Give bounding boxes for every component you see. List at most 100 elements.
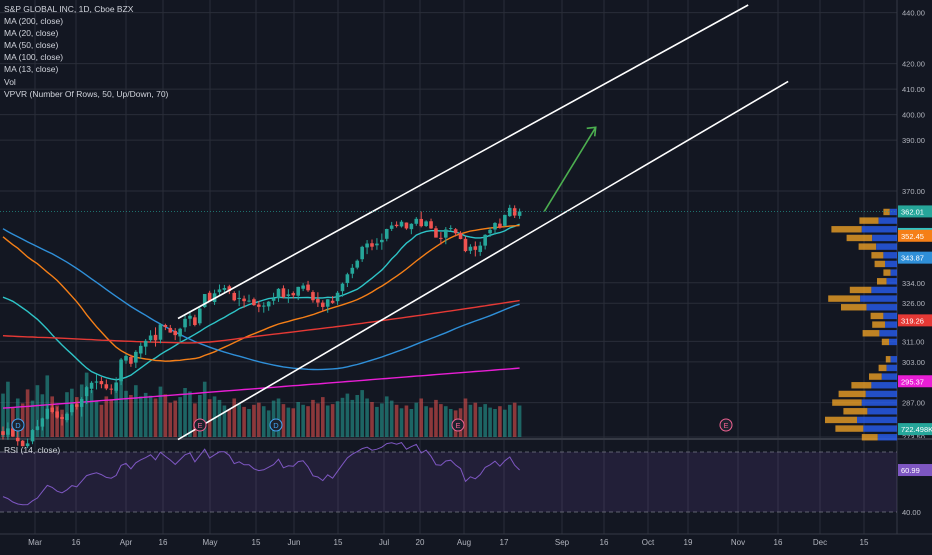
candle-body (301, 285, 305, 289)
candle-body (453, 229, 458, 234)
ma100-line (2, 299, 520, 344)
volume-bar (217, 399, 222, 437)
candle-body (503, 214, 507, 226)
candle-body (252, 299, 256, 306)
price-axis-label: 390.00 (902, 136, 925, 145)
volume-bar (276, 398, 281, 437)
volume-bar (261, 406, 266, 437)
volume-bar (188, 391, 192, 437)
date-axis-label: 16 (72, 538, 81, 547)
vpvr-bar-up (886, 364, 897, 372)
volume-bar (394, 404, 399, 437)
channel-lower-line (177, 80, 789, 441)
vpvr-bar-down (846, 234, 873, 242)
volume-bar (163, 394, 168, 437)
dividend-marker (11, 418, 25, 432)
candle-body (178, 328, 182, 337)
volume-bar (281, 404, 286, 437)
candle-body (389, 225, 394, 229)
volume-bar (168, 402, 173, 437)
symbol-title[interactable]: S&P GLOBAL INC, 1D, Cboe BZX (4, 4, 134, 14)
candle-body (448, 228, 453, 230)
volume-bar (370, 402, 374, 437)
volume-bar (15, 398, 20, 437)
price-tag-label: 319.26 (901, 316, 924, 325)
candle-body (286, 294, 291, 296)
ma13-line (2, 223, 520, 381)
legend-volume[interactable]: Vol (4, 76, 16, 87)
volume-bar (350, 399, 355, 437)
dividend-marker-label: D (273, 421, 279, 430)
candle-body (316, 299, 320, 303)
vpvr-bar-down (831, 226, 862, 233)
volume-bar (335, 401, 340, 437)
volume-bar (6, 381, 10, 437)
vpvr-bar-up (860, 295, 897, 302)
candle-body (414, 218, 419, 224)
ma200-line (2, 367, 520, 409)
candle-body (89, 382, 94, 389)
legend-vpvr[interactable]: VPVR (Number Of Rows, 50, Up/Down, 70) (4, 88, 169, 99)
vpvr-bar-down (861, 434, 878, 441)
vpvr-bar-down (874, 260, 885, 268)
date-axis-label: Aug (457, 538, 471, 547)
candle-body (261, 305, 266, 307)
vpvr-bar-down (885, 356, 891, 363)
rsi-band (0, 452, 897, 512)
volume-bar (399, 408, 404, 437)
price-axis-label: 334.00 (902, 279, 925, 288)
candle-body (266, 301, 271, 307)
legend-ma200[interactable]: MA (200, close) (4, 16, 64, 27)
volume-bar (473, 402, 478, 437)
candle-body (394, 224, 399, 227)
price-axis-label: 440.00 (902, 9, 925, 18)
volume-bar (306, 406, 310, 437)
candle-body (153, 334, 158, 341)
projection-arrowhead (586, 126, 597, 137)
legend-ma100[interactable]: MA (100, close) (4, 52, 64, 63)
candle-body (222, 288, 227, 290)
vpvr-bar-down (825, 416, 857, 424)
vpvr-bar-up (879, 330, 897, 337)
volume-bar (114, 387, 118, 437)
candle-body (168, 327, 173, 333)
volume-bar (183, 388, 187, 437)
volume-bar (134, 385, 138, 437)
legend-ma50[interactable]: MA (50, close) (4, 40, 59, 51)
volume-bar (409, 409, 414, 437)
volume-bar (439, 404, 443, 437)
vpvr-bar-down (883, 269, 891, 276)
volume-bar (94, 401, 99, 437)
date-axis-label: 17 (500, 538, 509, 547)
date-axis-label: 15 (252, 538, 261, 547)
volume-bar (153, 398, 158, 437)
date-axis-label: Nov (731, 538, 745, 547)
volume-bar (424, 406, 428, 437)
volume-bar (212, 396, 217, 437)
vpvr-bar-down (843, 408, 868, 415)
vpvr-bar-down (883, 208, 890, 216)
vpvr-bar-down (881, 338, 889, 346)
rsi-legend[interactable]: RSI (14, close) (4, 445, 61, 455)
candle-body (237, 297, 241, 299)
dividend-marker (269, 418, 283, 432)
vpvr-bar-down (869, 373, 882, 380)
candle-body (291, 293, 296, 296)
candle-body (458, 233, 463, 240)
volume-bar (99, 404, 104, 437)
vpvr-bar-down (872, 321, 885, 328)
vpvr-bar-up (871, 382, 897, 389)
legend-ma13[interactable]: MA (13, close) (4, 64, 59, 75)
candle-body (276, 288, 281, 299)
candle-body (296, 286, 300, 296)
candle-body (30, 430, 35, 442)
candle-body (25, 443, 30, 447)
volume-bar (1, 393, 5, 437)
candle-body (483, 234, 487, 246)
legend-ma20[interactable]: MA (20, close) (4, 28, 59, 39)
price-axis-label: 420.00 (902, 60, 925, 69)
candle-body (517, 211, 522, 216)
